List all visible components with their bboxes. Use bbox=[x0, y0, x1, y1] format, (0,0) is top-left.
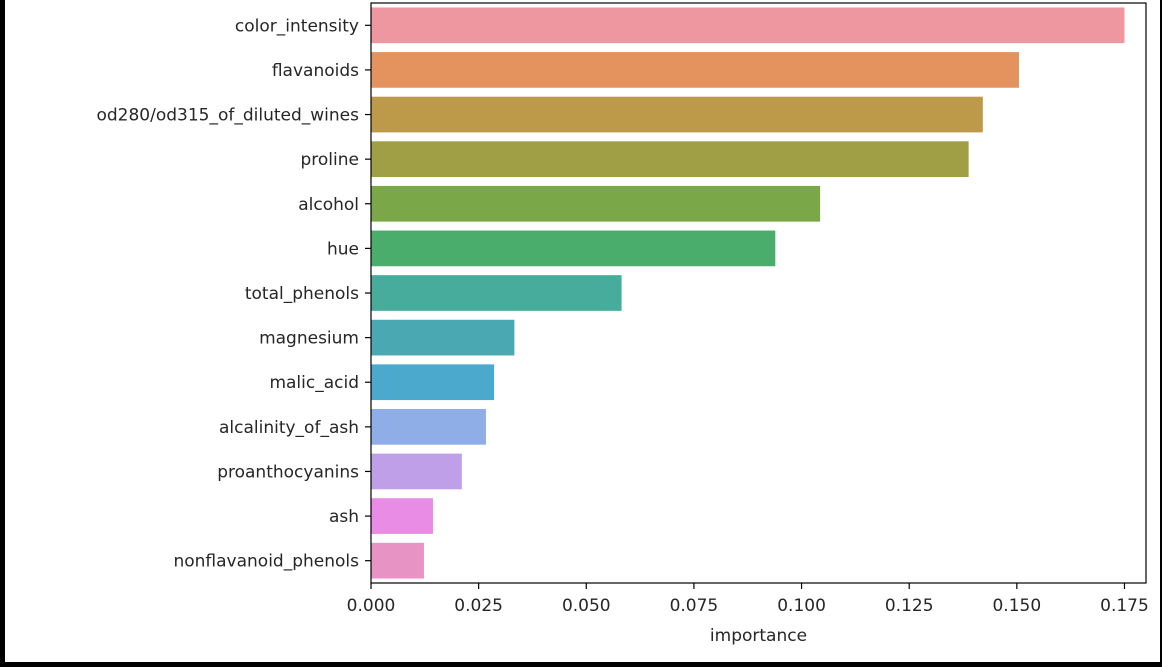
bar-alcalinity-of-ash bbox=[371, 409, 486, 445]
x-tick-labels: 0.000 0.025 0.050 0.075 0.100 0.125 0.150 0.175 bbox=[347, 583, 1149, 616]
y-tick-label: alcalinity_of_ash bbox=[219, 418, 359, 438]
bar-flavanoids bbox=[371, 52, 1019, 88]
bar-proline bbox=[371, 141, 969, 177]
bar-total-phenols bbox=[371, 275, 622, 311]
y-tick-label: flavanoids bbox=[272, 61, 359, 81]
bar-proanthocyanins bbox=[371, 453, 462, 490]
x-tick-label: 0.000 bbox=[347, 596, 396, 616]
bar-ash bbox=[371, 498, 433, 534]
y-tick-label: malic_acid bbox=[269, 373, 359, 393]
bar-nonflavanoid-phenols bbox=[371, 542, 424, 579]
bar-od280-od315-of-diluted-wines bbox=[371, 96, 983, 133]
y-tick-label: proanthocyanins bbox=[217, 462, 359, 482]
bar-color-intensity bbox=[371, 7, 1125, 44]
y-tick-labels: color_intensity flavanoids od280/od315_of_… bbox=[96, 16, 371, 572]
y-tick-label: nonflavanoid_phenols bbox=[173, 552, 359, 572]
x-axis-title: importance bbox=[710, 626, 807, 646]
y-tick-label: color_intensity bbox=[235, 16, 359, 36]
y-tick-label: ash bbox=[329, 507, 359, 527]
x-tick-label: 0.075 bbox=[670, 596, 719, 616]
x-tick-label: 0.125 bbox=[885, 596, 934, 616]
y-tick-label: alcohol bbox=[298, 195, 359, 215]
y-tick-label: od280/od315_of_diluted_wines bbox=[96, 106, 359, 126]
x-tick-label: 0.175 bbox=[1100, 596, 1149, 616]
chart-frame: color_intensity flavanoids od280/od315_of_… bbox=[5, 0, 1160, 662]
x-tick-label: 0.100 bbox=[777, 596, 826, 616]
y-tick-label: total_phenols bbox=[245, 284, 359, 304]
bar-alcohol bbox=[371, 185, 821, 222]
y-tick-label: magnesium bbox=[259, 329, 359, 349]
bar-magnesium bbox=[371, 319, 515, 356]
y-tick-label: hue bbox=[327, 239, 359, 259]
bar-malic-acid bbox=[371, 364, 495, 401]
feature-importance-chart: color_intensity flavanoids od280/od315_of_… bbox=[96, 2, 1149, 646]
x-tick-label: 0.025 bbox=[454, 596, 503, 616]
y-tick-label: proline bbox=[301, 150, 360, 170]
bar-hue bbox=[371, 230, 776, 267]
x-tick-label: 0.150 bbox=[992, 596, 1041, 616]
bars-group bbox=[371, 7, 1125, 579]
plot-area-frame bbox=[370, 2, 1147, 584]
x-tick-label: 0.050 bbox=[562, 596, 611, 616]
